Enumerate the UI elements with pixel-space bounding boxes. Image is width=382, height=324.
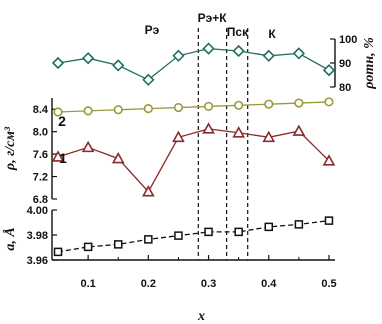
region-label: Пск <box>227 25 249 39</box>
data-point-circle <box>324 97 334 107</box>
data-point-diamond <box>172 49 185 62</box>
data-point-diamond <box>262 49 275 62</box>
data-point-diamond <box>81 52 95 65</box>
data-point-circle <box>234 100 244 110</box>
data-point-diamond <box>142 73 155 86</box>
data-point-triangle <box>292 124 306 136</box>
x-axis-title: x <box>197 309 205 324</box>
y-tick-label-middle: 7.6 <box>33 149 48 161</box>
series-label: 1 <box>59 150 67 166</box>
data-point-square <box>113 240 123 249</box>
x-tick-label: 0.5 <box>321 278 336 290</box>
series-layer <box>51 42 336 257</box>
region-lines-layer <box>197 28 249 260</box>
x-tick-label: 0.3 <box>201 278 216 290</box>
y-tick-label-bottom: 3.98 <box>27 230 48 242</box>
data-point-triangle <box>262 130 276 143</box>
data-point-diamond <box>112 59 125 72</box>
data-point-circle <box>143 104 153 114</box>
data-point-triangle <box>81 140 95 153</box>
y-tick-label-top: 80 <box>339 82 351 94</box>
data-point-square <box>264 222 274 232</box>
data-point-circle <box>113 105 123 115</box>
data-point-diamond <box>322 64 336 77</box>
axes-layer <box>51 38 336 261</box>
region-label: Рэ+К <box>198 11 228 25</box>
data-point-circle <box>264 99 274 109</box>
text-layer: 0.1 0.2 0.3 0.4 0.5 x 80 90 100 ρотн, % 6.8 7.2 7.6 8… <box>2 11 377 324</box>
data-point-circle <box>294 98 304 108</box>
x-tick-label: 0.2 <box>141 278 156 290</box>
y-axis-title-middle: ρ, г/см³ <box>3 126 18 171</box>
y-axis-title-bottom: a, Å <box>2 227 18 250</box>
y-tick-label-middle: 7.2 <box>33 172 48 184</box>
data-point-diamond <box>292 47 306 60</box>
x-tick-label: 0.1 <box>80 278 95 290</box>
data-point-square <box>53 247 63 257</box>
y-tick-label-top: 100 <box>339 34 357 46</box>
region-label: Рэ <box>145 23 160 37</box>
y-tick-label-bottom: 4.00 <box>27 205 48 217</box>
y-tick-label-middle: 8.0 <box>33 127 48 139</box>
data-point-triangle <box>172 130 185 143</box>
series-line-top-0 <box>57 47 330 81</box>
y-tick-label-bottom: 3.96 <box>27 255 48 267</box>
data-point-triangle <box>322 154 336 166</box>
series-line-bottom-0 <box>57 219 330 253</box>
data-point-circle <box>83 106 93 116</box>
data-point-diamond <box>232 44 245 58</box>
data-point-square <box>174 231 183 240</box>
region-label: К <box>268 27 276 41</box>
y-tick-label-middle: 8.4 <box>33 104 49 116</box>
data-point-square <box>294 220 304 229</box>
data-point-triangle <box>202 122 215 134</box>
data-point-diamond <box>51 56 65 70</box>
data-point-square <box>324 216 334 225</box>
data-point-triangle <box>111 151 125 164</box>
series-line-middle-0 <box>57 101 330 113</box>
data-point-circle <box>173 102 184 113</box>
data-point-triangle <box>51 150 65 162</box>
data-point-square <box>83 242 93 252</box>
data-point-square <box>204 227 213 237</box>
series-line-middle-1 <box>57 128 330 193</box>
data-point-triangle <box>232 126 246 138</box>
data-point-circle <box>53 107 63 117</box>
series-label: 2 <box>58 113 66 129</box>
y-tick-label-top: 90 <box>339 58 351 70</box>
data-point-circle <box>203 101 214 112</box>
y-tick-label-middle: 6.8 <box>33 194 48 206</box>
data-point-square <box>144 235 153 244</box>
data-point-diamond <box>202 42 215 55</box>
data-point-square <box>234 227 243 237</box>
x-tick-label: 0.4 <box>261 278 277 290</box>
y-axis-title-top: ρотн, % <box>362 37 377 90</box>
data-point-triangle <box>141 185 155 197</box>
